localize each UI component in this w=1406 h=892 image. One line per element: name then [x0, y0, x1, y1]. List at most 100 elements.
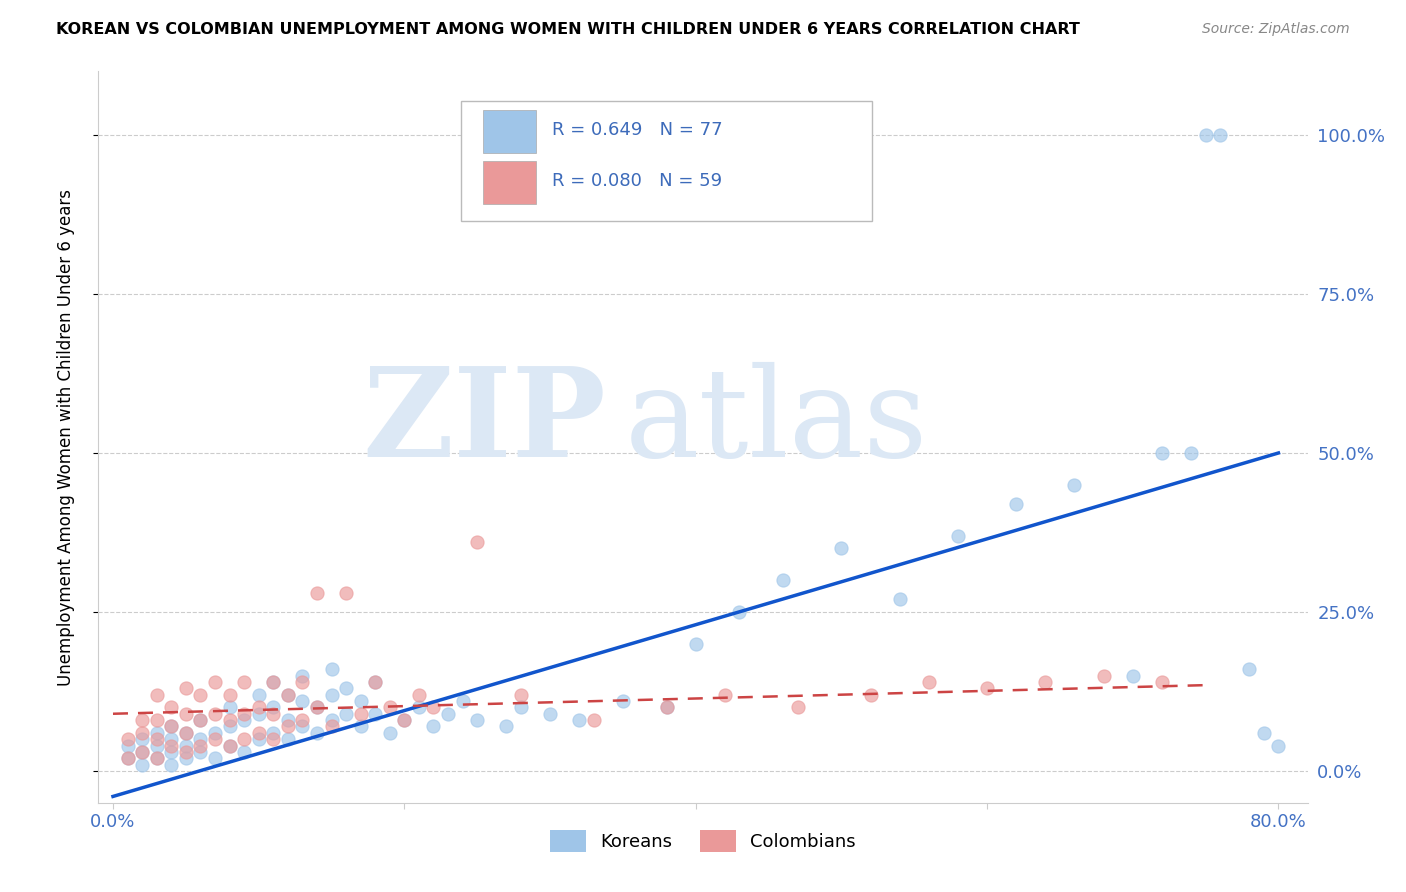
Point [976, 681, 998, 696]
Point [612, 694, 634, 708]
Point [321, 688, 343, 702]
Point [305, 726, 328, 740]
Point [204, 675, 226, 690]
Point [233, 675, 256, 690]
Point [422, 700, 444, 714]
Point [1150, 675, 1173, 690]
Point [786, 700, 808, 714]
Point [131, 726, 153, 740]
Point [305, 700, 328, 714]
Text: Source: ZipAtlas.com: Source: ZipAtlas.com [1202, 22, 1350, 37]
Point [364, 675, 387, 690]
Point [145, 726, 167, 740]
Text: KOREAN VS COLOMBIAN UNEMPLOYMENT AMONG WOMEN WITH CHILDREN UNDER 6 YEARS CORRELA: KOREAN VS COLOMBIAN UNEMPLOYMENT AMONG W… [56, 22, 1080, 37]
Point [218, 719, 240, 733]
Point [145, 739, 167, 753]
Point [233, 745, 256, 759]
Point [174, 726, 197, 740]
Point [509, 700, 531, 714]
Point [190, 739, 212, 753]
Point [190, 688, 212, 702]
Point [247, 732, 270, 747]
Point [335, 706, 357, 721]
Point [538, 706, 561, 721]
FancyBboxPatch shape [482, 110, 536, 153]
Point [117, 732, 139, 747]
Point [655, 700, 678, 714]
Point [568, 713, 591, 727]
Point [918, 675, 941, 690]
Point [509, 688, 531, 702]
Point [247, 700, 270, 714]
Point [465, 535, 488, 549]
Point [350, 719, 373, 733]
Point [160, 719, 183, 733]
Point [685, 637, 707, 651]
Point [204, 706, 226, 721]
Point [131, 745, 153, 759]
Point [889, 592, 911, 607]
Text: R = 0.080   N = 59: R = 0.080 N = 59 [551, 172, 721, 190]
Y-axis label: Unemployment Among Women with Children Under 6 years: Unemployment Among Women with Children U… [56, 188, 75, 686]
Point [291, 668, 314, 682]
Point [145, 751, 167, 765]
Point [277, 688, 299, 702]
Point [145, 688, 167, 702]
Point [218, 713, 240, 727]
Point [131, 732, 153, 747]
Point [131, 745, 153, 759]
Point [277, 732, 299, 747]
Point [451, 694, 474, 708]
Point [408, 688, 430, 702]
Point [582, 713, 605, 727]
Point [321, 662, 343, 676]
Point [422, 719, 444, 733]
Point [714, 688, 737, 702]
Point [728, 605, 751, 619]
Point [1092, 668, 1115, 682]
Point [190, 732, 212, 747]
Point [218, 700, 240, 714]
Point [291, 694, 314, 708]
Point [291, 719, 314, 733]
Point [233, 706, 256, 721]
Point [247, 688, 270, 702]
Point [174, 726, 197, 740]
Point [378, 700, 401, 714]
Point [1063, 477, 1085, 491]
Point [233, 732, 256, 747]
Text: atlas: atlas [624, 362, 928, 483]
Point [394, 713, 416, 727]
Point [437, 706, 460, 721]
Point [277, 688, 299, 702]
Point [204, 751, 226, 765]
Point [174, 706, 197, 721]
Point [946, 529, 969, 543]
Point [160, 739, 183, 753]
Point [262, 675, 284, 690]
Legend: Koreans, Colombians: Koreans, Colombians [543, 823, 863, 860]
Point [305, 700, 328, 714]
Point [364, 675, 387, 690]
Point [350, 694, 373, 708]
Point [160, 700, 183, 714]
Point [859, 688, 882, 702]
Point [190, 713, 212, 727]
Point [772, 573, 794, 587]
Point [335, 586, 357, 600]
Point [117, 739, 139, 753]
Point [364, 706, 387, 721]
Point [1033, 675, 1056, 690]
Point [1122, 668, 1144, 682]
Point [262, 732, 284, 747]
Point [277, 713, 299, 727]
Point [174, 751, 197, 765]
Point [291, 675, 314, 690]
Point [1209, 128, 1232, 142]
Point [218, 739, 240, 753]
Point [495, 719, 517, 733]
Point [174, 745, 197, 759]
Point [247, 726, 270, 740]
Point [408, 700, 430, 714]
FancyBboxPatch shape [461, 101, 872, 221]
